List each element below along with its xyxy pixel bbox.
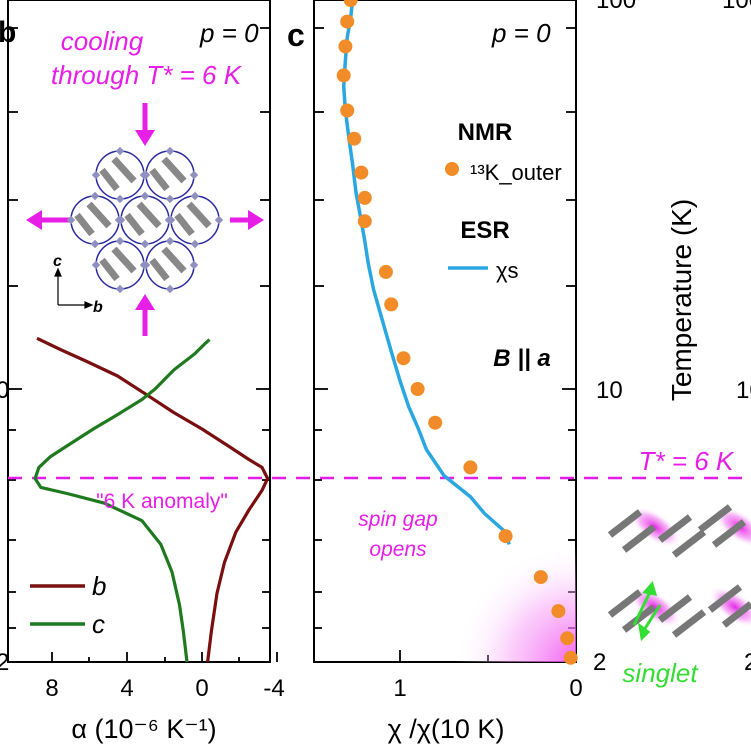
- middle-xlabel: χ /χ(10 K): [388, 714, 505, 744]
- nmr-data-point: [498, 529, 513, 544]
- cooling-arrows: [26, 103, 264, 336]
- middle-xtick-0: 0: [569, 675, 582, 702]
- left-panel-y-ticks: [8, 27, 278, 662]
- esr-title: ESR: [460, 217, 509, 244]
- nmr-data-point: [396, 351, 411, 366]
- nmr-data-point: [563, 650, 578, 665]
- molecule-unit: [166, 191, 224, 249]
- molecule-unit: [141, 146, 199, 204]
- cooling-label-line2: through T* = 6 K: [51, 60, 243, 90]
- nmr-data-point: [463, 460, 478, 475]
- tstar-label: T* = 6 K: [639, 446, 735, 476]
- nmr-data-point: [336, 68, 351, 83]
- field-direction-label: B || a: [493, 345, 550, 372]
- far-right-ytick-10: 10: [736, 377, 751, 404]
- left-ytick-10-fragment: 0: [0, 377, 9, 404]
- crystal-axes: [54, 267, 94, 309]
- left-panel-series: [33, 336, 270, 663]
- left-xtick-4: 4: [120, 675, 133, 702]
- left-xlabel: α (10⁻⁶ K⁻¹): [71, 714, 216, 744]
- right-ytick-100: 100: [596, 0, 636, 14]
- nmr-data-point: [378, 264, 393, 279]
- left-xtick-0: 0: [195, 675, 208, 702]
- right-ylabel: Temperature (K): [666, 199, 697, 401]
- nmr-data-point: [410, 382, 425, 396]
- molecule-unit: [91, 236, 149, 294]
- nmr-data-point: [560, 631, 575, 646]
- nmr-data-point: [343, 0, 358, 7]
- nmr-data-point: [354, 165, 369, 180]
- right-ytick-10: 10: [596, 377, 623, 404]
- nmr-data-point: [551, 604, 566, 619]
- panel-b-label-fragment: b: [0, 16, 16, 49]
- far-right-ytick-2: 2: [744, 649, 751, 676]
- axis-c-label: c: [53, 253, 62, 270]
- left-ytick-2-fragment: 2: [0, 649, 9, 676]
- alpha-c-series-line: [33, 338, 211, 663]
- nmr-data-point: [357, 214, 372, 229]
- legend-c-text: c: [92, 609, 105, 639]
- nmr-data-point: [347, 131, 362, 146]
- molecular-lattice-illustration: [66, 146, 224, 294]
- middle-pressure-label: p = 0: [491, 18, 551, 48]
- cooling-label-line1: cooling: [61, 26, 144, 56]
- nmr-title: NMR: [458, 119, 513, 146]
- molecule-unit: [116, 191, 174, 249]
- axis-b-label: b: [93, 299, 103, 316]
- middle-panel-frame: [313, 0, 577, 663]
- nmr-data-point: [340, 103, 355, 118]
- left-panel-frame: [7, 0, 271, 663]
- nmr-legend-marker: [445, 162, 459, 176]
- middle-panel-series: [336, 0, 578, 665]
- left-xtick-neg4: -4: [263, 675, 284, 702]
- esr-chi-s-line: [341, 0, 511, 545]
- molecule-unit: [66, 191, 124, 249]
- nmr-legend-text: ¹³K_outer: [470, 160, 562, 185]
- left-pressure-label: p = 0: [199, 18, 259, 48]
- nmr-data-point: [428, 415, 443, 430]
- alpha-b-series-line: [36, 336, 270, 663]
- spin-gap-label-line2: opens: [369, 538, 427, 561]
- esr-legend-text: χs: [496, 258, 519, 283]
- spin-gap-shading: [455, 545, 576, 662]
- molecule-unit: [141, 236, 199, 294]
- singlet-label: singlet: [622, 658, 699, 688]
- spin-gap-label-line1: spin gap: [358, 508, 437, 531]
- panel-c-label: c: [287, 17, 305, 53]
- legend-b-text: b: [92, 571, 106, 601]
- nmr-data-point: [357, 190, 372, 205]
- nmr-data-point: [340, 14, 355, 29]
- far-right-ytick-100: 100: [722, 0, 751, 14]
- molecule-unit: [91, 146, 149, 204]
- right-ytick-2: 2: [593, 649, 606, 676]
- anomaly-label: "6 K anomaly": [96, 490, 228, 513]
- nmr-data-point: [338, 39, 353, 54]
- nmr-data-point: [384, 297, 399, 312]
- left-xtick-8: 8: [45, 675, 58, 702]
- singlet-illustration: [607, 504, 751, 642]
- middle-xtick-1: 1: [393, 675, 406, 702]
- nmr-data-point: [533, 570, 548, 585]
